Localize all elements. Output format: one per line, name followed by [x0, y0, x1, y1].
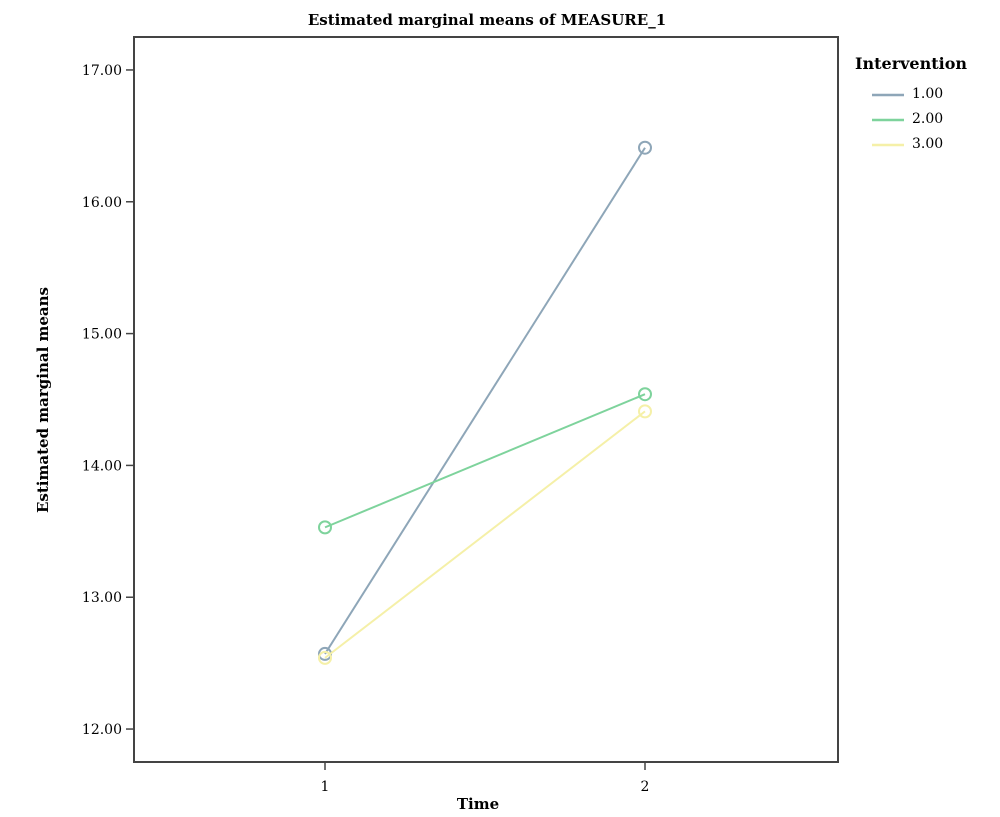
y-axis-label: Estimated marginal means: [34, 287, 52, 513]
legend-label-2: 2.00: [912, 111, 943, 127]
data-point-series-1-2: [638, 140, 652, 155]
series-line-3: [324, 410, 646, 659]
y-axis: 12.00 13.00 14.00 15.00 16.00 17.00: [82, 63, 134, 738]
y-tick-label: 14.00: [82, 458, 122, 474]
x-axis-label: Time: [457, 795, 499, 813]
legend-label-1: 1.00: [912, 86, 943, 102]
data-point-series-2-1: [318, 520, 332, 535]
legend-label-3: 3.00: [912, 136, 943, 152]
legend-title: Intervention: [855, 54, 967, 73]
y-tick-label: 16.00: [82, 195, 122, 211]
legend: Intervention 1.00 2.00 3.00: [855, 54, 967, 152]
y-tick-label: 12.00: [82, 722, 122, 738]
y-tick-label: 15.00: [82, 327, 122, 343]
y-tick-label: 17.00: [82, 63, 122, 79]
data-point-series-3-2: [638, 404, 652, 419]
series-line-2: [324, 393, 646, 529]
data-point-series-3-1: [318, 650, 332, 665]
data-point-series-2-2: [638, 387, 652, 402]
x-tick-label: 2: [641, 779, 650, 795]
plot-frame: [133, 36, 839, 763]
y-tick-label: 13.00: [82, 590, 122, 606]
chart-title: Estimated marginal means of MEASURE_1: [308, 11, 666, 29]
series-group: [318, 140, 652, 665]
x-tick-label: 1: [321, 779, 330, 795]
series-line-1: [324, 147, 646, 655]
